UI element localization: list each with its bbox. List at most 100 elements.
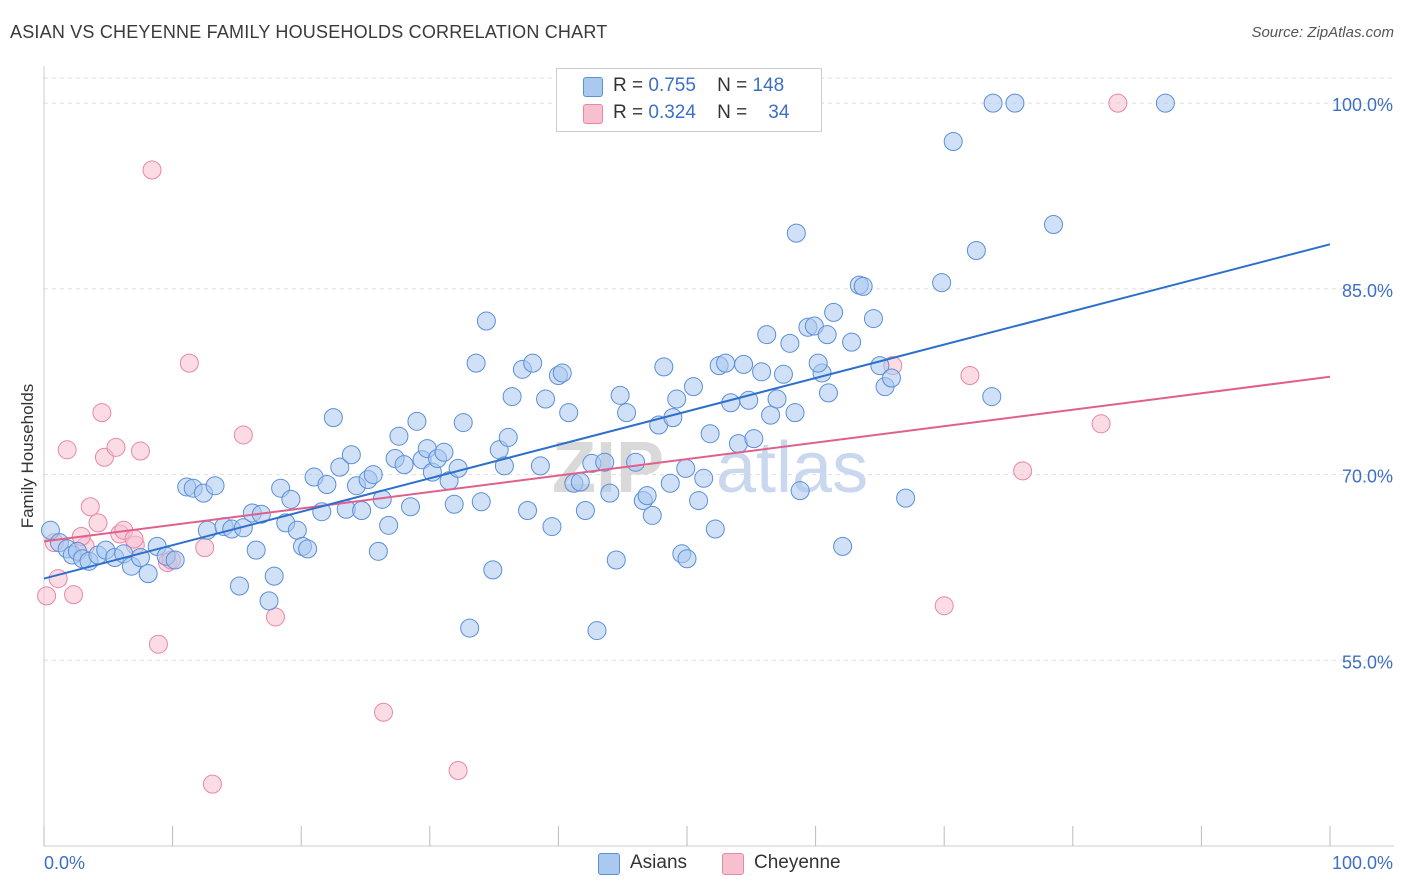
cheyenne-point <box>130 441 150 461</box>
asians-point <box>600 483 620 503</box>
legend-cheyenne-r-label: R = <box>613 102 644 123</box>
asians-point <box>379 515 399 535</box>
bottom-legend-label-cheyenne: Cheyenne <box>754 852 841 873</box>
legend-asians-r-label: R = <box>613 75 644 96</box>
legend-swatch-asians <box>583 77 603 97</box>
cheyenne-point <box>142 160 162 180</box>
asians-point <box>606 550 626 570</box>
axes <box>43 66 1394 847</box>
asians-point <box>610 385 630 405</box>
x-tick-label: 100.0% <box>1332 853 1393 873</box>
asians-point <box>785 403 805 423</box>
y-tick-labels: 55.0% 70.0% 85.0% 100.0% <box>1332 95 1393 672</box>
cheyenne-point <box>92 403 112 423</box>
bottom-legend-swatch-cheyenne <box>722 853 744 875</box>
asians-point <box>205 476 225 496</box>
asians-point <box>476 311 496 331</box>
asians-point <box>407 411 427 431</box>
asians-point <box>853 276 873 296</box>
asians-point <box>523 353 543 373</box>
asians-point <box>229 576 249 596</box>
asians-point <box>767 389 787 409</box>
asians-point <box>498 427 518 447</box>
asians-point <box>824 302 844 322</box>
asians-point <box>483 560 503 580</box>
cheyenne-trend-line <box>43 375 1331 543</box>
asians-point <box>943 132 963 152</box>
asians-point <box>790 481 810 501</box>
asians-point <box>932 273 952 293</box>
asians-point <box>683 377 703 397</box>
asians-point <box>444 494 464 514</box>
asians-point <box>667 389 687 409</box>
asians-point <box>287 520 307 540</box>
cheyenne-point <box>64 585 84 605</box>
y-tick-label: 55.0% <box>1342 652 1393 672</box>
cheyenne-point <box>179 353 199 373</box>
asians-point <box>752 362 772 382</box>
asians-point <box>780 333 800 353</box>
legend-cheyenne-n-label: N = <box>717 102 748 123</box>
asians-point <box>536 389 556 409</box>
chart-source: Source: ZipAtlas.com <box>1251 24 1394 41</box>
asians-point <box>434 442 454 462</box>
asians-point <box>363 465 383 485</box>
cheyenne-point <box>265 607 285 627</box>
cheyenne-point <box>1108 93 1128 113</box>
asians-point <box>341 445 361 465</box>
asians-point <box>259 591 279 611</box>
legend-asians-n-value: 148 <box>752 75 785 96</box>
asians-point <box>757 325 777 345</box>
asians-point <box>654 357 674 377</box>
asians-point <box>323 408 343 428</box>
bottom-legend-label-asians: Asians <box>630 852 688 873</box>
cheyenne-point <box>1013 461 1033 481</box>
cheyenne-point <box>148 634 168 654</box>
y-tick-label: 100.0% <box>1332 95 1393 115</box>
asians-point <box>617 403 637 423</box>
asians-point <box>896 488 916 508</box>
asians-point <box>694 468 714 488</box>
asians-point <box>626 452 646 472</box>
asians-point <box>368 541 388 561</box>
bottom-legend-swatch-asians <box>598 853 620 875</box>
asians-point <box>389 426 409 446</box>
asians-point <box>453 413 473 433</box>
cheyenne-points <box>37 93 1128 794</box>
legend: R = 0.755 N = 148 R = 0.324 N = 34 <box>556 68 822 132</box>
cheyenne-point <box>374 702 394 722</box>
legend-asians-n-label: N = <box>717 75 748 96</box>
asians-point <box>460 618 480 638</box>
cheyenne-point <box>1091 414 1111 434</box>
asians-point <box>761 405 781 425</box>
asians-point <box>642 505 662 525</box>
cheyenne-point <box>195 538 215 558</box>
asians-point <box>1155 93 1175 113</box>
asians-point <box>330 457 350 477</box>
asians-trend-line <box>43 243 1331 580</box>
asians-point <box>518 500 538 520</box>
asians-point <box>817 325 837 345</box>
asians-point <box>982 387 1002 407</box>
asians-point <box>595 452 615 472</box>
asians-point <box>138 564 158 584</box>
trend-lines <box>43 243 1331 580</box>
asians-point <box>233 518 253 538</box>
asians-point <box>1005 93 1025 113</box>
asians-point <box>881 368 901 388</box>
asians-point <box>734 354 754 374</box>
legend-cheyenne-n-value: 34 <box>768 102 790 123</box>
asians-points <box>40 93 1175 641</box>
asians-point <box>637 486 657 506</box>
asians-point <box>744 429 764 449</box>
asians-point <box>165 550 185 570</box>
asians-point <box>246 540 266 560</box>
asians-point <box>570 472 590 492</box>
asians-point <box>1044 214 1064 234</box>
asians-point <box>264 566 284 586</box>
legend-asians-r-value: 0.755 <box>648 75 696 96</box>
asians-point <box>575 500 595 520</box>
x-tick-labels: 0.0% 100.0% <box>44 853 1393 873</box>
cheyenne-point <box>37 586 57 606</box>
